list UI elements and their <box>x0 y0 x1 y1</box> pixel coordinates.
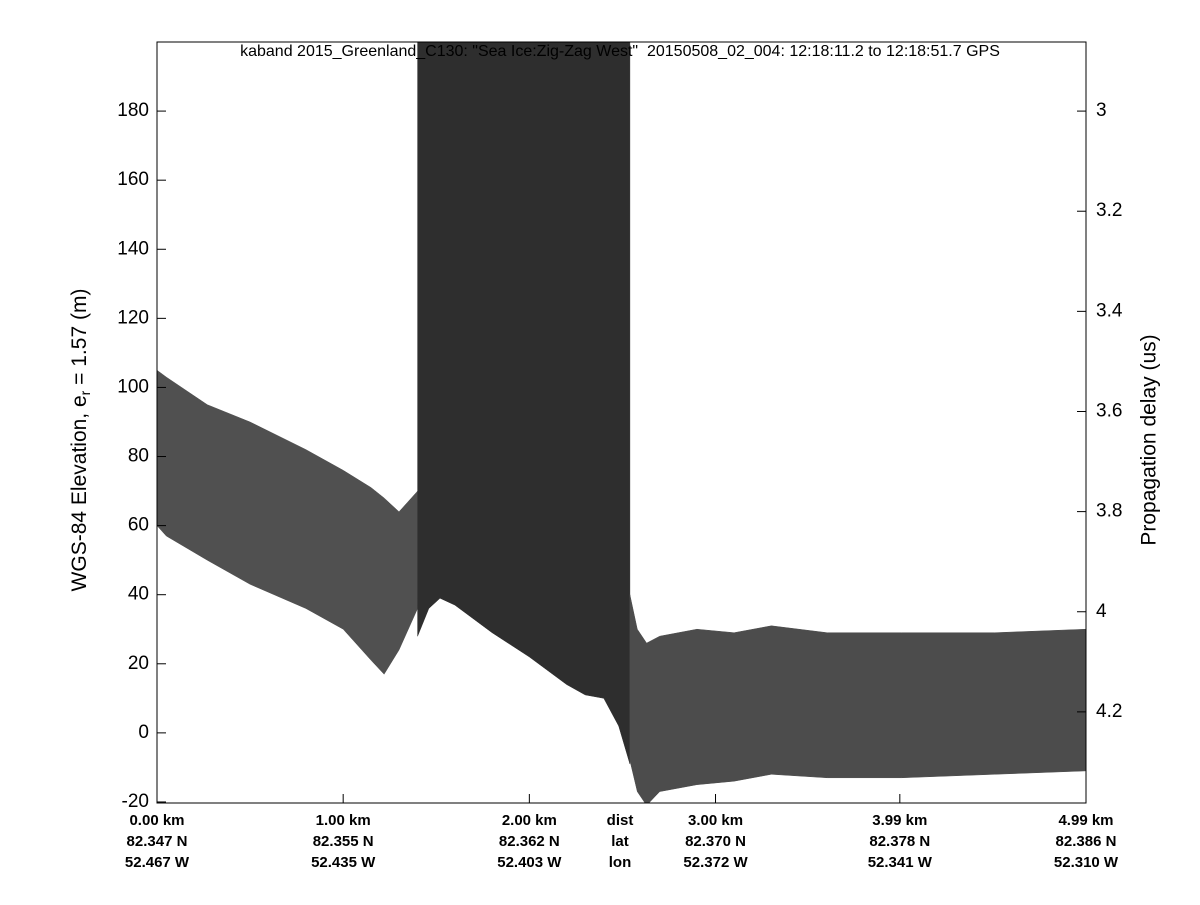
x-lat-label: 82.386 N <box>1056 833 1117 850</box>
x-lon-label: 52.372 W <box>683 854 748 871</box>
y2-tick-label: 3 <box>1096 100 1107 121</box>
y2-tick-label: 3.8 <box>1096 501 1122 522</box>
y-tick-label: 140 <box>117 238 149 259</box>
y-tick-label: 180 <box>117 100 149 121</box>
x-lon-label: 52.341 W <box>868 854 933 871</box>
y2-tick-label: 4 <box>1096 601 1107 622</box>
x-tick-label: 3.99 km <box>872 812 927 829</box>
x-row-label: lat <box>611 833 629 850</box>
y-tick-label: 40 <box>128 584 149 605</box>
y-tick-label: -20 <box>122 791 149 812</box>
y-axis-label-part: WGS-84 Elevation, e <box>68 395 91 591</box>
x-row-label: lon <box>609 854 632 871</box>
x-tick-label: 3.00 km <box>688 812 743 829</box>
x-tick-label: 2.00 km <box>502 812 557 829</box>
y-tick-label: 60 <box>128 515 149 536</box>
y-tick-label: 20 <box>128 653 149 674</box>
x-lon-label: 52.403 W <box>497 854 562 871</box>
x-tick-label: 1.00 km <box>316 812 371 829</box>
x-lat-label: 82.370 N <box>685 833 746 850</box>
x-lat-label: 82.347 N <box>127 833 188 850</box>
x-lon-label: 52.435 W <box>311 854 376 871</box>
x-row-label: dist <box>607 812 634 829</box>
y-axis-label-part: = 1.57 (m) <box>68 289 91 391</box>
x-lon-label: 52.310 W <box>1054 854 1119 871</box>
y-tick-label: 0 <box>138 722 149 743</box>
y2-tick-label: 3.4 <box>1096 300 1123 321</box>
y-tick-label: 160 <box>117 169 149 190</box>
x-lat-label: 82.355 N <box>313 833 374 850</box>
y-tick-label: 80 <box>128 446 149 467</box>
y2-tick-label: 4.2 <box>1096 701 1122 722</box>
y2-tick-label: 3.2 <box>1096 200 1122 221</box>
echo-band <box>417 42 631 765</box>
y2-tick-label: 3.6 <box>1096 401 1122 422</box>
plot-area <box>157 42 1086 803</box>
x-tick-label: 4.99 km <box>1058 812 1113 829</box>
axes-box <box>156 41 1087 804</box>
echo-band <box>629 594 1086 803</box>
y-tick-label: 120 <box>117 307 149 328</box>
chart-title: kaband 2015_Greenland_C130: "Sea Ice:Zig… <box>240 43 1000 60</box>
x-lon-label: 52.467 W <box>125 854 190 871</box>
y-axis-label-sub: r <box>77 390 93 395</box>
x-lat-label: 82.362 N <box>499 833 560 850</box>
y-tick-label: 100 <box>117 376 149 397</box>
x-lat-label: 82.378 N <box>869 833 930 850</box>
y2-axis-label: Propagation delay (us) <box>1138 334 1161 545</box>
y-axis-label: WGS-84 Elevation, er = 1.57 (m) <box>68 289 93 592</box>
x-tick-label: 0.00 km <box>129 812 184 829</box>
